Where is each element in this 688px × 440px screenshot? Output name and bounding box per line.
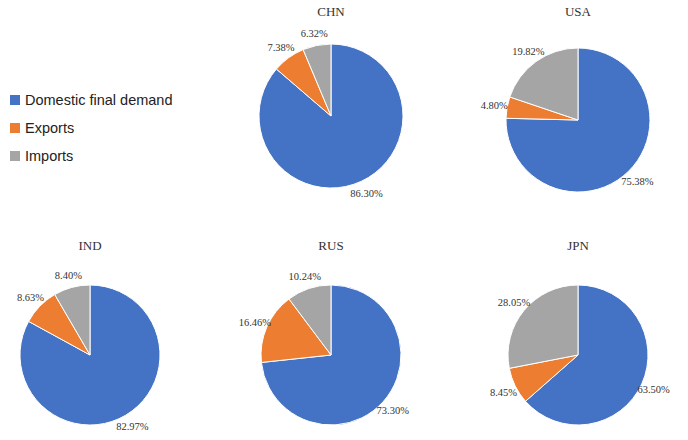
data-label: 82.97% xyxy=(116,421,149,432)
pie-title: IND xyxy=(78,238,101,253)
legend-label: Exports xyxy=(25,120,74,136)
pie-slice xyxy=(20,285,160,425)
pie-slice xyxy=(289,285,331,355)
pie-title: JPN xyxy=(567,238,589,253)
pie-slice xyxy=(261,285,401,425)
data-label: 6.32% xyxy=(301,28,328,39)
pie-slice xyxy=(259,44,403,188)
legend-label: Imports xyxy=(25,148,73,164)
pie-slice xyxy=(55,285,90,355)
data-label: 16.46% xyxy=(239,317,272,328)
pie-2: IND 82.97% 8.63% 8.40% xyxy=(17,238,160,432)
data-label: 7.38% xyxy=(267,42,294,53)
pie-1: USA 75.38% 4.80% 19.82% xyxy=(481,4,654,192)
pie-title: USA xyxy=(565,4,592,19)
legend-swatch xyxy=(10,151,20,161)
legend-swatch xyxy=(10,123,20,133)
pie-slice xyxy=(303,44,331,116)
data-label: 10.24% xyxy=(289,271,322,282)
pie-3: RUS 73.30% 16.46% 10.24% xyxy=(239,238,409,425)
data-label: 4.80% xyxy=(481,100,508,111)
pie-slice xyxy=(510,48,578,120)
data-label: 86.30% xyxy=(350,188,383,199)
legend: Domestic final demand Exports Imports xyxy=(10,92,173,164)
pie-4: JPN 63.50% 8.45% 28.05% xyxy=(490,238,670,425)
data-label: 19.82% xyxy=(512,46,545,57)
pie-slice xyxy=(506,48,650,192)
data-label: 8.40% xyxy=(55,270,82,281)
data-label: 28.05% xyxy=(498,297,531,308)
legend-label: Domestic final demand xyxy=(25,92,173,108)
data-label: 8.63% xyxy=(17,292,44,303)
data-label: 8.45% xyxy=(490,387,517,398)
data-label: 63.50% xyxy=(637,384,670,395)
data-label: 73.30% xyxy=(377,405,410,416)
pie-title: CHN xyxy=(317,4,345,19)
data-label: 75.38% xyxy=(621,176,654,187)
legend-swatch xyxy=(10,95,20,105)
pie-title: RUS xyxy=(318,238,343,253)
pie-0: CHN 86.30% 7.38% 6.32% xyxy=(259,4,403,199)
chart-canvas: CHN 86.30% 7.38% 6.32% USA 75.38% 4.80% 19.82% I… xyxy=(0,0,688,440)
